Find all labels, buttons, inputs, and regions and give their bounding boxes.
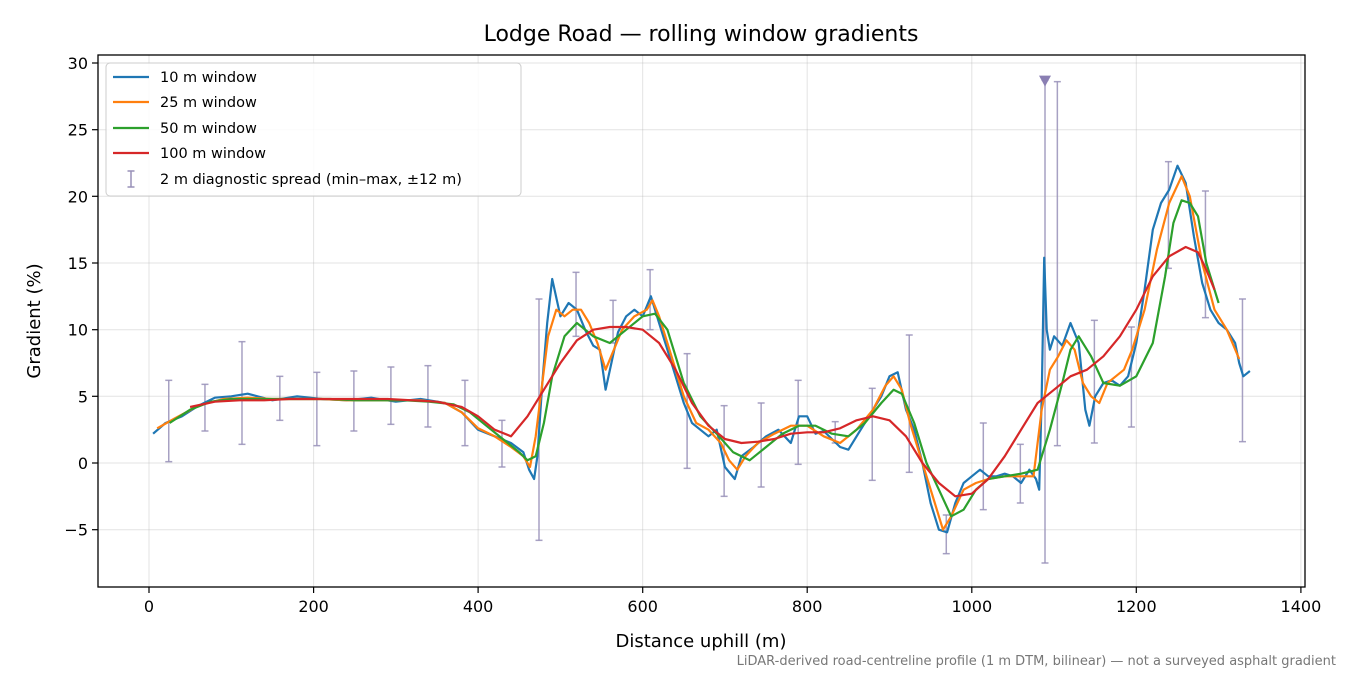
legend-label: 2 m diagnostic spread (min–max, ±12 m) bbox=[160, 172, 462, 188]
errorbar bbox=[1053, 80, 1061, 447]
legend-label: 100 m window bbox=[160, 146, 266, 162]
errorbar bbox=[1127, 326, 1135, 428]
legend-label: 10 m window bbox=[160, 70, 257, 86]
errorbar bbox=[868, 387, 876, 482]
x-tick-label: 0 bbox=[144, 597, 154, 616]
series-line-2 bbox=[156, 175, 1241, 531]
y-tick-label: 20 bbox=[68, 187, 88, 206]
y-tick-label: 30 bbox=[68, 54, 88, 73]
errorbar bbox=[313, 371, 321, 447]
series-line-4 bbox=[189, 245, 1216, 498]
errorbar bbox=[498, 419, 506, 468]
errorbar bbox=[572, 271, 580, 338]
errorbar bbox=[942, 514, 950, 555]
footnote: LiDAR-derived road-centreline profile (1… bbox=[737, 654, 1336, 669]
y-axis-ticks: −5 0 5 10 15 20 25 30 bbox=[64, 54, 98, 540]
legend-label: 50 m window bbox=[160, 121, 257, 137]
errorbar bbox=[461, 379, 469, 447]
errorbar bbox=[905, 334, 913, 474]
legend-errorbar-swatch bbox=[127, 170, 135, 188]
x-tick-label: 200 bbox=[298, 597, 329, 616]
chart-title: Lodge Road — rolling window gradients bbox=[484, 22, 919, 47]
x-axis-label: Distance uphill (m) bbox=[616, 631, 787, 652]
x-tick-label: 1200 bbox=[1116, 597, 1157, 616]
errorbar bbox=[238, 340, 246, 446]
x-tick-label: 1000 bbox=[951, 597, 992, 616]
x-tick-label: 800 bbox=[792, 597, 823, 616]
series-lines bbox=[152, 164, 1251, 534]
y-tick-label: 25 bbox=[68, 121, 88, 140]
errorbar bbox=[979, 422, 987, 511]
y-tick-label: −5 bbox=[64, 521, 88, 540]
x-tick-label: 1400 bbox=[1281, 597, 1322, 616]
errorbar bbox=[387, 366, 395, 426]
series-line-1 bbox=[152, 164, 1251, 534]
x-tick-label: 400 bbox=[463, 597, 494, 616]
plot-frame bbox=[97, 54, 1306, 588]
errorbar bbox=[1090, 319, 1098, 444]
y-tick-label: 15 bbox=[68, 254, 88, 273]
legend: 10 m window 25 m window 50 m window 100 m w… bbox=[105, 62, 522, 197]
clipped-marker bbox=[1039, 75, 1052, 87]
legend-label: 25 m window bbox=[160, 95, 257, 111]
y-axis-label: Gradient (%) bbox=[24, 263, 45, 378]
y-tick-label: 5 bbox=[78, 387, 88, 406]
errorbar bbox=[201, 383, 209, 432]
errorbar bbox=[424, 364, 432, 428]
y-tick-label: 10 bbox=[68, 321, 88, 340]
legend-box bbox=[105, 62, 522, 197]
y-tick-label: 0 bbox=[78, 454, 88, 473]
x-axis-ticks: 0 200 400 600 800 1000 1200 1400 bbox=[144, 587, 1321, 616]
errorbar bbox=[757, 402, 765, 488]
x-tick-label: 600 bbox=[627, 597, 658, 616]
